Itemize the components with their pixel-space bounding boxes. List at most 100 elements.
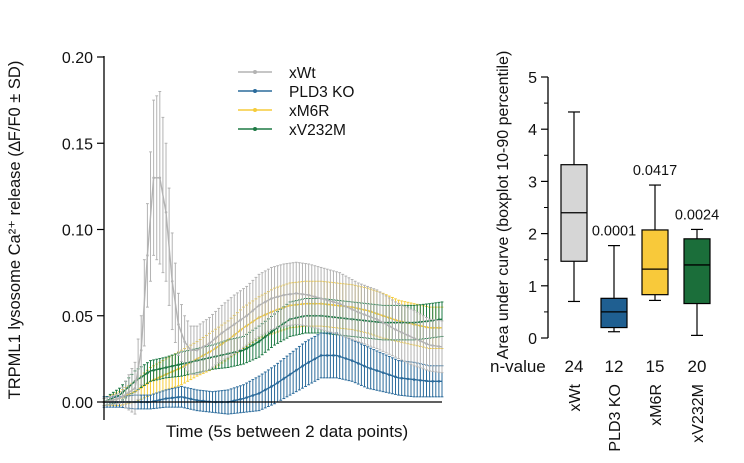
series-point xyxy=(387,373,391,377)
timeseries-y-tick-label: 0.15 xyxy=(62,136,93,153)
boxplot-y-tick-label: 5 xyxy=(528,70,537,87)
series-point xyxy=(170,364,174,368)
boxplot-y-label: Area under curve (boxplot 10-90 percenti… xyxy=(495,51,512,360)
boxplot-y-tick-label: 1 xyxy=(528,279,537,296)
series-point xyxy=(214,336,217,340)
series-point xyxy=(270,297,273,300)
legend-item: xWt xyxy=(238,65,316,82)
series-point xyxy=(251,394,255,397)
series-point xyxy=(263,300,267,304)
series-point xyxy=(344,357,348,360)
series-point xyxy=(437,345,441,348)
series-point xyxy=(431,344,434,347)
series-point xyxy=(338,302,341,305)
box-pvalue: 0.0001 xyxy=(592,224,636,240)
series-point xyxy=(183,340,186,343)
series-point xyxy=(263,335,267,339)
box-xm6r: 0.0417 xyxy=(633,163,677,302)
legend-label: xWt xyxy=(289,65,316,82)
box-body xyxy=(683,238,711,305)
series-point xyxy=(183,396,186,399)
series-point xyxy=(177,395,180,399)
series-point xyxy=(369,367,372,370)
series-mean-line xyxy=(103,315,443,403)
series-point xyxy=(257,392,261,395)
series-point xyxy=(394,328,397,331)
series-point xyxy=(108,399,112,402)
legend-label: xM6R xyxy=(289,103,329,120)
boxplot-boxes: 0.0001 0.0417 0.0024 xyxy=(560,111,719,336)
series-point xyxy=(400,376,403,380)
series-point xyxy=(276,295,279,299)
series-point xyxy=(381,371,385,374)
box-xwt xyxy=(560,111,588,303)
series-point xyxy=(387,324,391,328)
series-point xyxy=(406,377,410,381)
nvalue-count: 12 xyxy=(605,357,624,376)
series-xwt xyxy=(102,91,444,415)
series-point xyxy=(418,378,422,382)
legend-swatch-marker xyxy=(253,127,257,131)
series-point xyxy=(288,373,292,376)
box-body xyxy=(600,297,628,329)
series-point xyxy=(245,347,248,350)
timeseries-legend: xWt PLD3 KO xM6R xV232M xyxy=(238,65,354,139)
series-point xyxy=(332,354,335,357)
series-point xyxy=(412,336,416,340)
box-category-label: PLD3 KO xyxy=(607,384,624,452)
legend-item: PLD3 KO xyxy=(238,84,354,101)
boxplot-category-labels: 24 xWt 12 PLD3 KO 15 xM6R 20 xV232M xyxy=(565,357,707,452)
box-pld3-ko: 0.0001 xyxy=(592,224,636,333)
legend-swatch-marker xyxy=(253,108,257,112)
series-point xyxy=(301,364,304,368)
series-point xyxy=(251,343,255,347)
series-point xyxy=(146,254,149,257)
series-point xyxy=(208,342,211,345)
legend-label: PLD3 KO xyxy=(289,84,354,101)
series-point xyxy=(282,293,286,297)
series-point xyxy=(319,297,323,300)
series-point xyxy=(189,397,193,401)
series-point xyxy=(282,377,286,380)
box-category-label: xM6R xyxy=(648,384,665,426)
series-point xyxy=(425,342,428,345)
series-point xyxy=(195,398,199,402)
timeseries-y-label: TRPML1 lysosome Ca²⁺ release (∆F/F0 ± SD… xyxy=(6,61,24,400)
series-point xyxy=(356,311,360,314)
boxplot-y-tick-label: 3 xyxy=(528,174,537,191)
box-xv232m: 0.0024 xyxy=(675,207,719,336)
series-point xyxy=(325,354,329,357)
boxplot-y-ticks: 0 1 2 3 4 5 xyxy=(528,70,548,348)
timeseries-y-tick-label: 0.05 xyxy=(62,309,93,326)
series-point xyxy=(257,340,261,343)
series-point xyxy=(270,385,273,388)
timeseries-y-tick-label: 0.10 xyxy=(62,223,93,240)
series-point xyxy=(201,345,205,349)
timeseries-x-label: Time (5s between 2 data points) xyxy=(166,422,408,441)
series-point xyxy=(400,331,403,334)
timeseries-series-layer xyxy=(102,91,444,415)
series-point xyxy=(232,399,236,402)
legend-swatch-marker xyxy=(253,89,257,93)
series-point xyxy=(344,305,348,308)
series-point xyxy=(177,323,180,326)
box-pvalue: 0.0024 xyxy=(675,207,719,223)
series-point xyxy=(158,176,162,180)
series-point xyxy=(251,309,255,312)
series-point xyxy=(363,364,366,368)
series-point xyxy=(146,371,149,375)
series-point xyxy=(363,313,366,316)
series-point xyxy=(325,298,329,302)
series-point xyxy=(418,339,422,343)
series-point xyxy=(139,348,143,352)
series-point xyxy=(220,331,224,335)
nvalue-count: 20 xyxy=(688,357,707,376)
nvalue-count: 15 xyxy=(646,357,665,376)
series-point xyxy=(319,354,323,357)
legend-label: xV232M xyxy=(289,122,346,139)
series-point xyxy=(294,292,298,295)
series-point xyxy=(152,368,155,372)
series-mean-line xyxy=(103,177,443,403)
box-body xyxy=(641,229,669,296)
series-point xyxy=(406,334,410,337)
